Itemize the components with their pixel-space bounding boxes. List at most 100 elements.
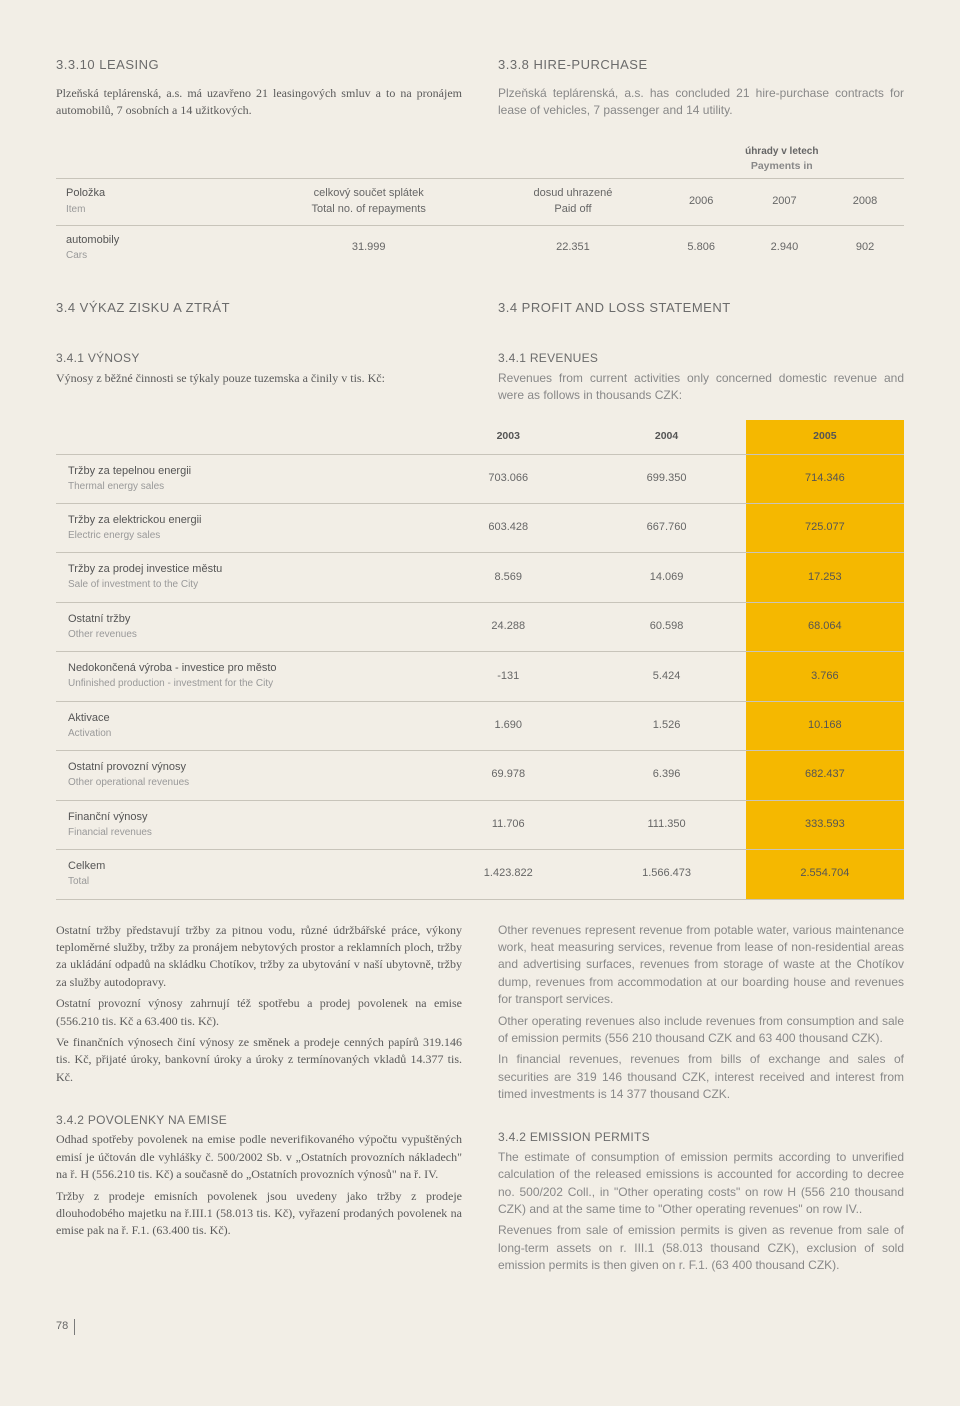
cell-label-en: Thermal energy sales: [68, 480, 417, 495]
table-row: Tržby za prodej investice městuSale of i…: [56, 553, 904, 602]
body-p5-en: Revenues from sale of emission permits i…: [498, 1222, 904, 1274]
col-2007: 2007: [743, 178, 826, 225]
cell-2004: 699.350: [587, 454, 745, 503]
cell-2003: 11.706: [429, 800, 587, 849]
cell-label: Nedokončená výroba - investice pro město…: [56, 652, 429, 701]
emis-heading-cz: 3.4.2 POVOLENKY NA EMISE: [56, 1112, 462, 1129]
cell-label: Finanční výnosyFinancial revenues: [56, 800, 429, 849]
table-row: 2003 2004 2005: [56, 420, 904, 454]
pl-header-row: 3.4 VÝKAZ ZISKU A ZTRÁT 3.4.1 VÝNOSY Výn…: [56, 299, 904, 404]
cell-total: 31.999: [251, 225, 486, 271]
cell-label-en: Other operational revenues: [68, 776, 417, 791]
col-2006: 2006: [660, 178, 743, 225]
cell-2008: 902: [826, 225, 904, 271]
body-p1-cz: Ostatní tržby představují tržby za pitno…: [56, 922, 462, 992]
body-cz-col: Ostatní tržby představují tržby za pitno…: [56, 922, 462, 1279]
col-blank: [56, 420, 429, 454]
table-row: automobily Cars 31.999 22.351 5.806 2.94…: [56, 225, 904, 271]
cell-2003: 24.288: [429, 602, 587, 651]
cell-label-en: Financial revenues: [68, 826, 417, 841]
cell-2005: 2.554.704: [746, 850, 904, 899]
col-paid-en: Paid off: [554, 203, 591, 215]
cell-paid: 22.351: [486, 225, 659, 271]
col-total: celkový součet splátek Total no. of repa…: [251, 178, 486, 225]
hire-col: 3.3.8 HIRE-PURCHASE Plzeňská teplárenská…: [498, 56, 904, 120]
body-en-col: Other revenues represent revenue from po…: [498, 922, 904, 1279]
page-number-rule: [74, 1319, 75, 1335]
cell-2004: 111.350: [587, 800, 745, 849]
table-row: Nedokončená výroba - investice pro město…: [56, 652, 904, 701]
cell-2004: 5.424: [587, 652, 745, 701]
years-header: úhrady v letech Payments in: [660, 138, 904, 179]
pl-en-col: 3.4 PROFIT AND LOSS STATEMENT 3.4.1 REVE…: [498, 299, 904, 404]
leasing-col: 3.3.10 LEASING Plzeňská teplárenská, a.s…: [56, 56, 462, 120]
col-item-en: Item: [66, 204, 85, 215]
cell-2003: 1.690: [429, 701, 587, 750]
cell-2004: 6.396: [587, 751, 745, 800]
col-total-en: Total no. of repayments: [312, 203, 426, 215]
col-paid: dosud uhrazené Paid off: [486, 178, 659, 225]
table-row: Ostatní provozní výnosyOther operational…: [56, 751, 904, 800]
body-p3-cz: Ve finančních výnosech činí výnosy ze sm…: [56, 1034, 462, 1086]
cell-2003: 8.569: [429, 553, 587, 602]
cell-2005: 68.064: [746, 602, 904, 651]
col-item: Položka Item: [56, 178, 251, 225]
rev-text-en: Revenues from current activities only co…: [498, 370, 904, 405]
rev-text-cz: Výnosy z běžné činnosti se týkaly pouze …: [56, 370, 462, 387]
years-header-cz: úhrady v letech: [745, 146, 818, 157]
cell-2003: -131: [429, 652, 587, 701]
table-row: CelkemTotal1.423.8221.566.4732.554.704: [56, 850, 904, 899]
col-paid-cz: dosud uhrazené: [533, 187, 612, 199]
cell-label-en: Unfinished production - investment for t…: [68, 677, 417, 692]
col-total-cz: celkový součet splátek: [314, 187, 424, 199]
cell-2004: 667.760: [587, 504, 745, 553]
table-row: Tržby za tepelnou energiiThermal energy …: [56, 454, 904, 503]
body-p2-cz: Ostatní provozní výnosy zahrnují též spo…: [56, 995, 462, 1030]
cell-label-cz: Celkem: [68, 859, 417, 875]
hire-text: Plzeňská teplárenská, a.s. has concluded…: [498, 85, 904, 120]
section-header-row: 3.3.10 LEASING Plzeňská teplárenská, a.s…: [56, 56, 904, 120]
leasing-table: úhrady v letech Payments in Položka Item…: [56, 138, 904, 272]
body-p4-en: The estimate of consumption of emission …: [498, 1149, 904, 1219]
cell-2005: 333.593: [746, 800, 904, 849]
col-2005: 2005: [746, 420, 904, 454]
page-number: 78: [56, 1319, 904, 1335]
cell-label: Ostatní tržbyOther revenues: [56, 602, 429, 651]
body-text-row: Ostatní tržby představují tržby za pitno…: [56, 922, 904, 1279]
hire-heading: 3.3.8 HIRE-PURCHASE: [498, 56, 904, 75]
cell-label-cz: Tržby za tepelnou energii: [68, 464, 417, 480]
col-2004: 2004: [587, 420, 745, 454]
cell-2005: 10.168: [746, 701, 904, 750]
cell-2004: 14.069: [587, 553, 745, 602]
cell-item-cz: automobily: [66, 234, 119, 246]
cell-2004: 60.598: [587, 602, 745, 651]
cell-label: Tržby za elektrickou energiiElectric ene…: [56, 504, 429, 553]
table-row: AktivaceActivation1.6901.52610.168: [56, 701, 904, 750]
body-p2-en: Other operating revenues also include re…: [498, 1013, 904, 1048]
cell-item: automobily Cars: [56, 225, 251, 271]
cell-2005: 725.077: [746, 504, 904, 553]
rev-heading-en: 3.4.1 REVENUES: [498, 350, 904, 367]
table-row: Položka Item celkový součet splátek Tota…: [56, 178, 904, 225]
cell-2005: 714.346: [746, 454, 904, 503]
cell-label-cz: Tržby za elektrickou energii: [68, 513, 417, 529]
body-p4-cz: Odhad spotřeby povolenek na emise podle …: [56, 1131, 462, 1183]
cell-label: AktivaceActivation: [56, 701, 429, 750]
leasing-heading: 3.3.10 LEASING: [56, 56, 462, 75]
cell-label-en: Sale of investment to the City: [68, 578, 417, 593]
rev-heading-cz: 3.4.1 VÝNOSY: [56, 350, 462, 367]
cell-label-cz: Nedokončená výroba - investice pro město: [68, 661, 417, 677]
col-item-cz: Položka: [66, 187, 105, 199]
body-p5-cz: Tržby z prodeje emisních povolenek jsou …: [56, 1188, 462, 1240]
cell-label-en: Total: [68, 875, 417, 890]
cell-2007: 2.940: [743, 225, 826, 271]
cell-label: Ostatní provozní výnosyOther operational…: [56, 751, 429, 800]
cell-2003: 703.066: [429, 454, 587, 503]
cell-2005: 17.253: [746, 553, 904, 602]
cell-label-cz: Aktivace: [68, 711, 417, 727]
cell-2004: 1.526: [587, 701, 745, 750]
body-p1-en: Other revenues represent revenue from po…: [498, 922, 904, 1009]
cell-label: CelkemTotal: [56, 850, 429, 899]
cell-label: Tržby za prodej investice městuSale of i…: [56, 553, 429, 602]
cell-2003: 69.978: [429, 751, 587, 800]
